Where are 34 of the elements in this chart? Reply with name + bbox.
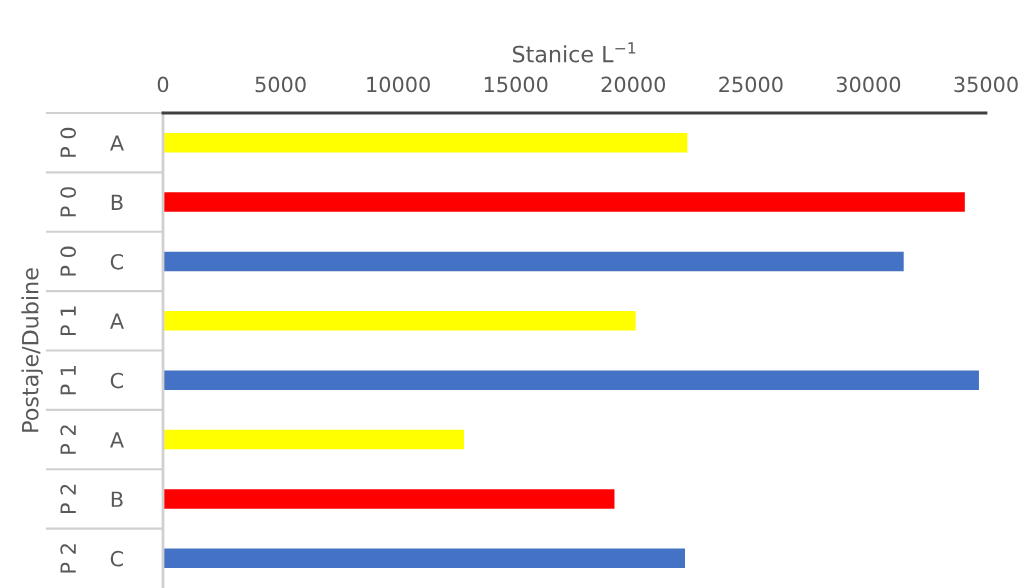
- text: P 2: [60, 484, 76, 514]
- x-tick-label: 15000: [484, 76, 548, 93]
- y-axis-title: Postaje/Dubine: [21, 268, 43, 432]
- bar: [163, 192, 965, 212]
- y-tick-label: B: [111, 194, 123, 210]
- text: P 2: [60, 544, 76, 573]
- y-tick-label: B: [111, 491, 123, 507]
- y-tick-label: C: [110, 253, 123, 270]
- x-tick-label: 20000: [601, 76, 666, 93]
- y-tick-label: C: [110, 550, 123, 567]
- x-tick-label: 10000: [367, 76, 430, 93]
- text: P 1: [60, 306, 76, 335]
- x-axis-title: Stanice L$^{−1}$: [512, 42, 636, 63]
- bar: [163, 311, 636, 331]
- y-tick-label: A: [110, 313, 124, 329]
- y-tick-label: A: [110, 135, 124, 151]
- x-tick-label: 5000: [255, 76, 306, 93]
- x-tick-label: 0: [157, 76, 169, 93]
- y-tick-label: C: [110, 372, 123, 389]
- y-tick-label: A: [110, 432, 124, 448]
- x-tick-label: 35000: [954, 76, 1018, 93]
- bar: [163, 132, 688, 153]
- bar: [163, 251, 904, 272]
- text: P 0: [60, 187, 77, 217]
- text: P 1: [60, 365, 76, 395]
- bar: [163, 489, 615, 509]
- text: P 2: [60, 425, 76, 454]
- text: P 0: [60, 127, 77, 157]
- x-tick-label: 30000: [836, 76, 901, 93]
- x-tick-label: 25000: [719, 76, 783, 93]
- bar: [163, 429, 464, 450]
- bar: [163, 370, 979, 390]
- text: P 0: [60, 246, 77, 276]
- bar: [163, 548, 686, 569]
